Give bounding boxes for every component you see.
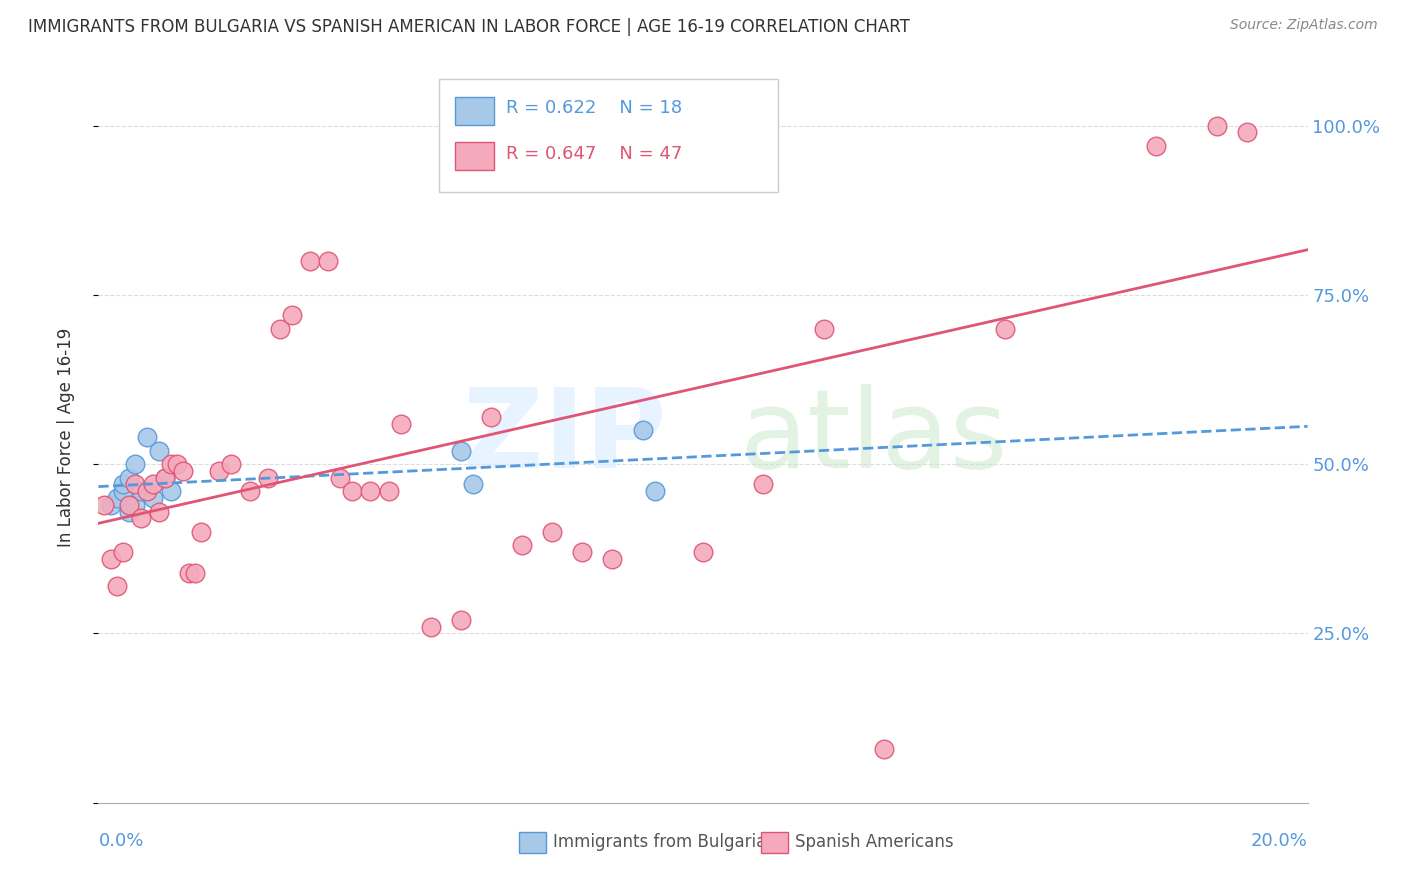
Point	[153, 471, 176, 485]
Point	[118, 498, 141, 512]
Point	[111, 477, 134, 491]
Point	[281, 308, 304, 322]
Text: R = 0.647    N = 47: R = 0.647 N = 47	[506, 145, 682, 163]
FancyBboxPatch shape	[519, 832, 546, 853]
Text: Spanish Americans: Spanish Americans	[794, 833, 953, 851]
Point	[631, 172, 654, 186]
Text: atlas: atlas	[740, 384, 1008, 491]
FancyBboxPatch shape	[456, 143, 494, 170]
Point	[124, 477, 146, 491]
Point	[540, 524, 562, 539]
Point	[661, 172, 683, 186]
Point	[1236, 125, 1258, 139]
Text: Source: ZipAtlas.com: Source: ZipAtlas.com	[1230, 18, 1378, 32]
Point	[111, 484, 134, 499]
Point	[450, 613, 472, 627]
Point	[631, 423, 654, 437]
Point	[142, 491, 165, 505]
Point	[389, 417, 412, 431]
Point	[299, 254, 322, 268]
Point	[179, 566, 201, 580]
Point	[571, 545, 593, 559]
Point	[752, 477, 775, 491]
Point	[644, 484, 666, 499]
Point	[269, 322, 291, 336]
Point	[135, 484, 157, 499]
Point	[1206, 119, 1229, 133]
Point	[129, 484, 152, 499]
Point	[239, 484, 262, 499]
Point	[329, 471, 352, 485]
Point	[129, 511, 152, 525]
Point	[873, 741, 896, 756]
Point	[100, 498, 122, 512]
Point	[118, 505, 141, 519]
Point	[160, 457, 183, 471]
Point	[813, 322, 835, 336]
Point	[124, 457, 146, 471]
Point	[510, 538, 533, 552]
Point	[221, 457, 243, 471]
Point	[160, 484, 183, 499]
Point	[377, 484, 399, 499]
Point	[153, 471, 176, 485]
Text: R = 0.622    N = 18: R = 0.622 N = 18	[506, 99, 682, 117]
Point	[342, 484, 364, 499]
FancyBboxPatch shape	[456, 97, 494, 125]
Point	[105, 491, 128, 505]
Point	[420, 620, 443, 634]
Point	[105, 579, 128, 593]
Point	[148, 443, 170, 458]
Point	[481, 409, 503, 424]
Point	[208, 464, 231, 478]
Point	[450, 443, 472, 458]
FancyBboxPatch shape	[761, 832, 787, 853]
Y-axis label: In Labor Force | Age 16-19: In Labor Force | Age 16-19	[56, 327, 75, 547]
Point	[142, 477, 165, 491]
Point	[93, 498, 115, 512]
Point	[148, 505, 170, 519]
Point	[172, 464, 194, 478]
Point	[100, 552, 122, 566]
Point	[124, 498, 146, 512]
Point	[360, 484, 382, 499]
Point	[692, 545, 714, 559]
Point	[190, 524, 212, 539]
Point	[111, 545, 134, 559]
Text: IMMIGRANTS FROM BULGARIA VS SPANISH AMERICAN IN LABOR FORCE | AGE 16-19 CORRELAT: IMMIGRANTS FROM BULGARIA VS SPANISH AMER…	[28, 18, 910, 36]
Point	[118, 471, 141, 485]
Point	[184, 566, 207, 580]
Point	[166, 457, 188, 471]
Point	[316, 254, 339, 268]
Point	[463, 477, 485, 491]
Point	[256, 471, 278, 485]
FancyBboxPatch shape	[440, 78, 778, 192]
Point	[602, 552, 624, 566]
Point	[135, 430, 157, 444]
Text: ZIP: ZIP	[464, 384, 666, 491]
Point	[994, 322, 1017, 336]
Text: 20.0%: 20.0%	[1251, 832, 1308, 850]
Point	[1144, 139, 1167, 153]
Text: Immigrants from Bulgaria: Immigrants from Bulgaria	[553, 833, 766, 851]
Text: 0.0%: 0.0%	[98, 832, 143, 850]
